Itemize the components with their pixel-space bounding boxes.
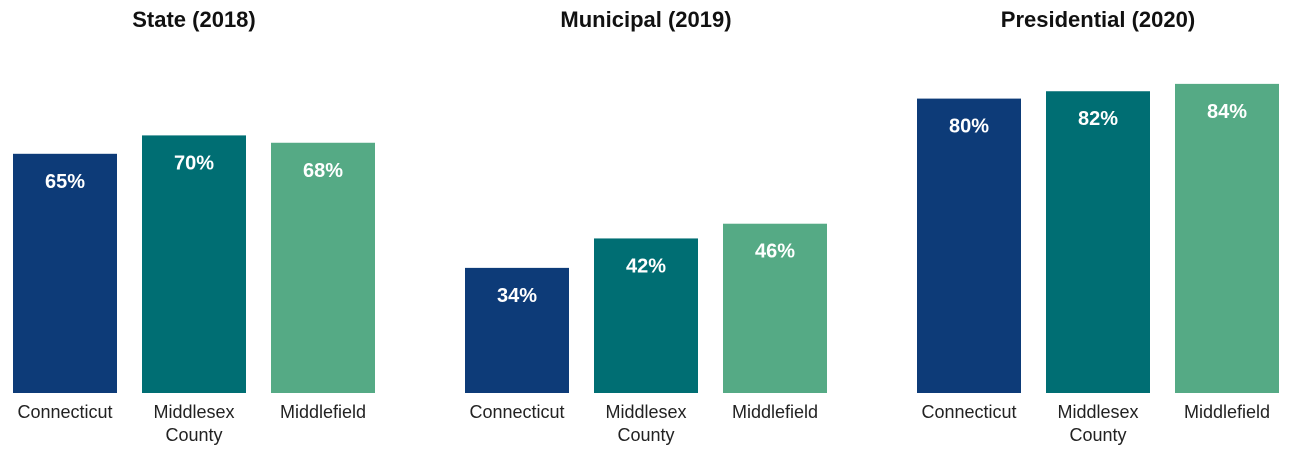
value-label: 68% [303,160,343,182]
category-label: Connecticut [17,402,112,422]
panel-1: State (2018) 65% Connecticut 70% Middlesex Co… [13,7,375,445]
bar-middlesex-county [1046,91,1150,394]
bar-connecticut [465,267,569,393]
bar-connecticut [917,98,1021,393]
panel-title: State (2018) [132,7,256,32]
category-label: Middlesex [605,402,686,422]
category-label: County [165,425,222,445]
panel-title: Presidential (2020) [1001,7,1195,32]
bar-middlesex-county [142,135,246,393]
category-label: Connecticut [469,402,564,422]
value-label: 80% [949,116,989,138]
category-label: Middlesex [153,402,234,422]
value-label: 70% [174,152,214,174]
category-label: Middlefield [1184,402,1270,422]
value-label: 34% [497,285,537,307]
category-label: Middlesex [1057,402,1138,422]
value-label: 46% [755,241,795,263]
value-label: 84% [1207,101,1247,123]
category-label: Middlefield [732,402,818,422]
bar-middlefield [1175,83,1279,393]
value-label: 65% [45,171,85,193]
bar-middlefield [271,142,375,393]
bar-middlesex-county [594,238,698,393]
category-label: County [1069,425,1126,445]
category-label: Connecticut [921,402,1016,422]
panel-2: Municipal (2019) 34% Connecticut 42% Middles… [465,7,827,445]
bar-middlefield [723,223,827,393]
panel-title: Municipal (2019) [560,7,731,32]
category-label: County [617,425,674,445]
category-label: Middlefield [280,402,366,422]
value-label: 42% [626,255,666,277]
panel-3: Presidential (2020) 80% Connecticut 82% Midd… [917,7,1279,445]
bar-connecticut [13,153,117,393]
value-label: 82% [1078,108,1118,130]
